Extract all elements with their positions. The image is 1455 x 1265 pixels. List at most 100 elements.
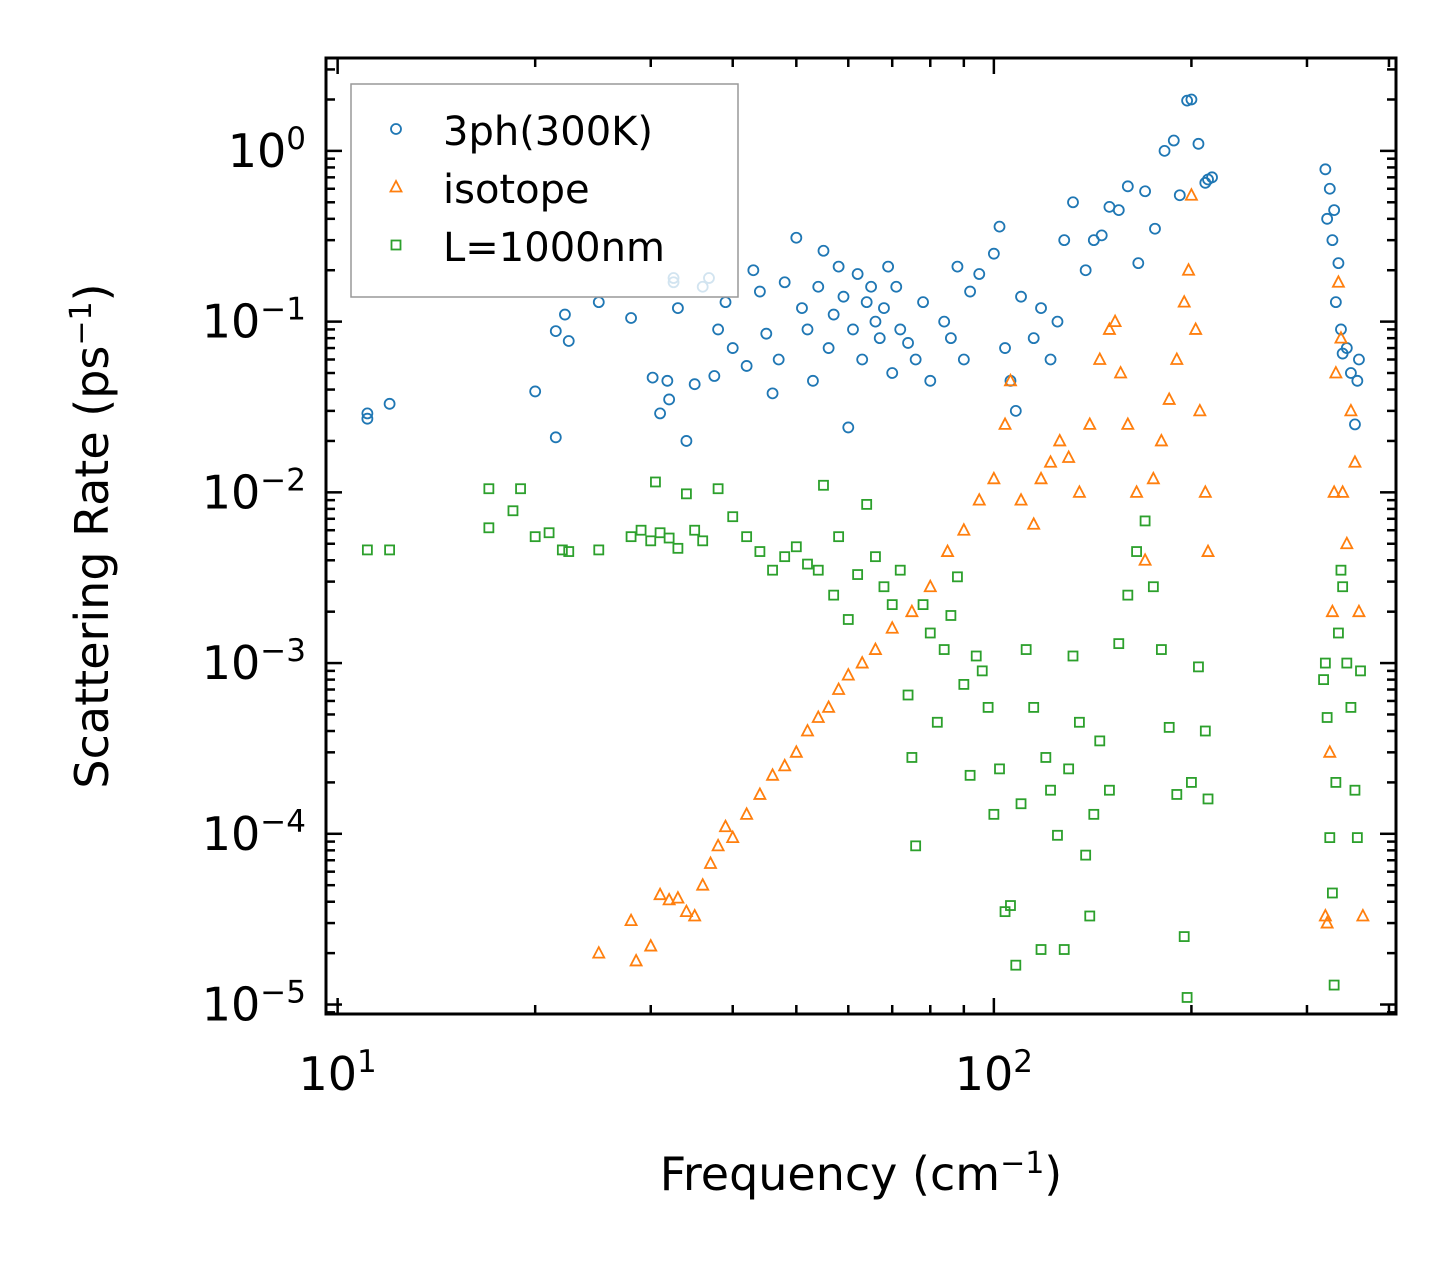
data-point xyxy=(559,308,571,321)
legend: 3ph(300K) isotope L=1000nm xyxy=(350,83,739,298)
data-point xyxy=(740,360,753,372)
data-point xyxy=(689,524,701,536)
data-point xyxy=(1139,515,1151,527)
data-point xyxy=(383,397,396,410)
data-point xyxy=(654,407,666,420)
data-point xyxy=(976,665,988,677)
data-point xyxy=(680,435,693,447)
data-point xyxy=(679,903,694,918)
data-point xyxy=(1102,321,1117,335)
data-point xyxy=(1113,638,1125,650)
y-tick-label: 100 xyxy=(228,121,306,178)
data-point xyxy=(1009,404,1022,417)
data-point xyxy=(625,531,637,543)
data-point xyxy=(661,374,674,387)
data-point xyxy=(703,855,718,869)
data-point xyxy=(650,476,661,488)
data-point xyxy=(1035,944,1047,955)
data-point xyxy=(923,578,938,593)
data-point xyxy=(1349,418,1361,431)
data-point xyxy=(562,335,575,347)
data-point xyxy=(549,325,562,337)
data-point xyxy=(1184,187,1199,201)
data-point xyxy=(818,479,829,491)
data-point xyxy=(1067,650,1079,662)
data-point xyxy=(999,342,1011,354)
data-point xyxy=(718,818,733,833)
data-point xyxy=(890,280,903,293)
data-point xyxy=(882,260,895,273)
data-point xyxy=(973,268,986,280)
data-point xyxy=(766,387,779,400)
data-point xyxy=(529,531,541,543)
data-point xyxy=(1185,93,1198,106)
data-point xyxy=(1201,543,1216,557)
y-tick-label: 10−1 xyxy=(202,292,306,349)
data-point xyxy=(796,302,808,314)
data-point xyxy=(878,302,890,314)
data-point xyxy=(1108,313,1123,328)
data-point xyxy=(902,689,914,701)
data-point xyxy=(663,532,675,544)
data-point xyxy=(982,701,994,713)
data-point xyxy=(1015,798,1027,810)
x-axis-label: Frequency (cm−1) xyxy=(660,1146,1063,1202)
data-point xyxy=(1319,163,1332,176)
data-point xyxy=(940,543,955,557)
data-point xyxy=(917,599,929,611)
data-point xyxy=(847,323,859,336)
data-point xyxy=(529,385,542,398)
data-point xyxy=(1051,315,1064,328)
data-point xyxy=(1192,402,1207,417)
data-point xyxy=(1332,257,1345,270)
data-point xyxy=(906,752,918,763)
data-point xyxy=(1139,185,1151,198)
data-point xyxy=(894,323,907,336)
data-point xyxy=(833,531,845,543)
data-point xyxy=(1015,290,1027,303)
data-point xyxy=(873,332,886,345)
data-point xyxy=(760,327,773,340)
data-point xyxy=(972,492,987,506)
data-point xyxy=(886,367,899,379)
data-point xyxy=(998,416,1013,430)
data-point xyxy=(1082,416,1097,430)
data-point xyxy=(688,378,701,391)
data-point xyxy=(964,285,977,298)
data-point xyxy=(727,511,739,523)
data-point xyxy=(1005,900,1016,911)
data-point xyxy=(1061,449,1076,463)
legend-label: isotope xyxy=(443,167,590,213)
data-point xyxy=(1349,784,1361,796)
data-point xyxy=(739,806,754,820)
data-point xyxy=(789,744,804,758)
data-point xyxy=(970,650,982,662)
data-point xyxy=(1193,661,1204,673)
data-point xyxy=(958,678,970,690)
data-point xyxy=(790,541,802,553)
data-point xyxy=(999,906,1011,918)
data-point xyxy=(1104,784,1115,796)
data-point xyxy=(1149,222,1161,235)
data-point xyxy=(483,522,495,534)
data-point xyxy=(902,337,914,349)
data-point xyxy=(1323,182,1336,195)
data-point xyxy=(812,564,824,576)
data-point xyxy=(1322,744,1337,758)
data-point xyxy=(1345,701,1357,713)
data-point xyxy=(817,244,830,257)
data-point xyxy=(870,551,881,563)
data-point xyxy=(869,315,882,328)
data-point xyxy=(712,483,724,495)
tick-labels-layer: 101 102 10−5 10−4 10−3 10−2 10−1 100 xyxy=(202,121,1033,1101)
data-point xyxy=(800,723,815,737)
data-point xyxy=(868,641,883,655)
data-point xyxy=(1112,204,1125,216)
data-point xyxy=(697,535,709,547)
data-point xyxy=(712,323,725,336)
data-point xyxy=(384,544,395,556)
data-point xyxy=(909,353,922,366)
data-point xyxy=(779,551,791,563)
data-point xyxy=(593,544,605,556)
data-point xyxy=(670,890,685,904)
